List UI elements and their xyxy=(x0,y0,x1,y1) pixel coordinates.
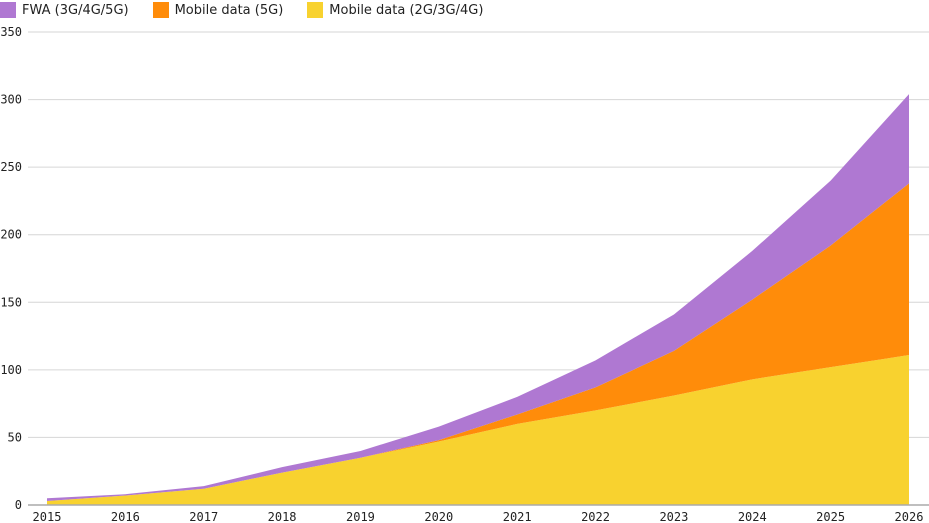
x-tick-label: 2015 xyxy=(33,510,62,523)
legend-swatch xyxy=(307,2,324,18)
x-tick-label: 2016 xyxy=(111,510,140,523)
legend-label: Mobile data (2G/3G/4G) xyxy=(329,2,484,18)
x-tick-label: 2025 xyxy=(816,510,845,523)
legend-swatch xyxy=(0,2,16,18)
x-tick-label: 2024 xyxy=(738,510,767,523)
y-tick-label: 50 xyxy=(8,430,22,444)
y-tick-label: 250 xyxy=(0,160,22,174)
y-tick-label: 100 xyxy=(0,363,22,377)
x-tick-label: 2020 xyxy=(424,510,453,523)
area-series-1 xyxy=(47,183,909,501)
legend-label: Mobile data (5G) xyxy=(174,2,284,18)
x-tick-label: 2023 xyxy=(659,510,688,523)
x-tick-label: 2021 xyxy=(503,510,532,523)
y-tick-label: 350 xyxy=(0,25,22,39)
y-tick-label: 300 xyxy=(0,93,22,107)
y-tick-label: 150 xyxy=(0,295,22,309)
legend-item-mobile-2g-3g-4g: Mobile data (2G/3G/4G) xyxy=(307,2,483,18)
legend-label: FWA (3G/4G/5G) xyxy=(22,2,129,18)
area-series-0 xyxy=(47,354,909,505)
x-tick-label: 2019 xyxy=(346,510,375,523)
x-tick-label: 2026 xyxy=(895,510,924,523)
legend: FWA (3G/4G/5G) Mobile data (5G) Mobile d… xyxy=(0,0,507,20)
x-tick-label: 2022 xyxy=(581,510,610,523)
area-series-2 xyxy=(47,94,909,501)
legend-swatch xyxy=(152,2,169,18)
y-tick-label: 0 xyxy=(15,498,22,512)
x-tick-label: 2018 xyxy=(268,510,297,523)
legend-item-mobile-5g: Mobile data (5G) xyxy=(152,2,284,18)
legend-item-fwa: FWA (3G/4G/5G) xyxy=(0,2,129,18)
y-tick-label: 200 xyxy=(0,228,22,242)
x-tick-label: 2017 xyxy=(189,510,218,523)
